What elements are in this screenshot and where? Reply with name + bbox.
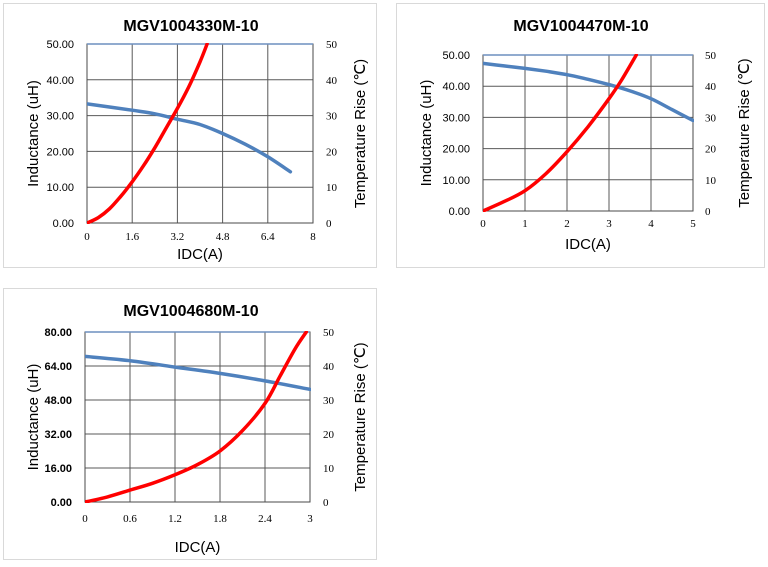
inductance-line	[87, 102, 293, 174]
x-tick-label: 3.2	[171, 231, 185, 243]
y-tick-label: 50.00	[442, 50, 470, 62]
y2-tick-label: 10	[326, 182, 338, 194]
chart-panel-1: MGV1004330M-10 0 1.6 3.2 4.8 6.4 8 0.00 10.00 20.…	[3, 3, 377, 268]
y2-tick-label: 0	[705, 206, 711, 218]
y2-tick-label: 20	[326, 146, 338, 158]
y2-tick-label: 30	[323, 395, 335, 407]
y2-tick-label: 50	[705, 50, 717, 62]
y2-tick-label: 30	[326, 111, 338, 123]
inductance-line	[85, 354, 311, 392]
y-tick-label: 30.00	[442, 112, 470, 124]
y2-tick-label: 0	[326, 218, 332, 230]
x-tick-label: 8	[310, 231, 316, 243]
y2-tick-label: 40	[326, 75, 338, 87]
y-tick-label: 0.00	[51, 497, 72, 509]
y2-tick-label: 0	[323, 497, 329, 509]
y-tick-label: 16.00	[44, 463, 72, 475]
temperature-rise-line	[483, 54, 639, 212]
chart-title: MGV1004470M-10	[513, 18, 648, 35]
y-tick-label: 0.00	[449, 206, 470, 218]
y2-tick-label: 30	[705, 112, 717, 124]
y2-axis-label: Temperature Rise (℃)	[352, 59, 369, 208]
x-axis-label: IDC(A)	[177, 246, 223, 263]
y-axis-label: Inductance (uH)	[25, 364, 42, 471]
y-tick-label: 40.00	[46, 75, 74, 87]
y-tick-label: 40.00	[442, 81, 470, 93]
y-axis-label: Inductance (uH)	[418, 80, 435, 187]
x-tick-label: 2	[564, 218, 570, 230]
chart-panel-3: MGV1004680M-10 0 0.6 1.2 1.8 2.4 3 0.00 16.00 32.…	[3, 288, 377, 560]
y2-axis-label: Temperature Rise (℃)	[352, 342, 369, 491]
x-tick-label: 2.4	[258, 513, 272, 525]
x-tick-label: 4.8	[216, 231, 230, 243]
plot-frame	[84, 331, 311, 503]
y-tick-label: 10.00	[442, 175, 470, 187]
x-tick-label: 3	[307, 513, 313, 525]
chart-svg: MGV1004470M-100 1 2 3 4 50.0010.0020.0030.004…	[418, 18, 753, 253]
x-tick-label: 0	[82, 513, 88, 525]
y2-tick-label: 50	[323, 327, 335, 339]
y-tick-label: 80.00	[44, 327, 72, 339]
x-tick-label: 1	[522, 218, 528, 230]
x-tick-label: 6.4	[261, 231, 275, 243]
x-axis-label: IDC(A)	[565, 236, 611, 253]
inductance-line	[483, 61, 694, 123]
y-tick-label: 10.00	[46, 182, 74, 194]
x-tick-label: 5	[690, 218, 696, 230]
x-tick-label: 0	[84, 231, 90, 243]
x-tick-label: 0.6	[123, 513, 137, 525]
chart-svg: MGV1004680M-10 0 0.6 1.2 1.8 2.4 3 0.00 16.00 32.…	[25, 303, 369, 556]
y2-tick-label: 40	[323, 361, 335, 373]
x-tick-label: 1.2	[168, 513, 182, 525]
y2-tick-label: 20	[705, 144, 717, 156]
y-axis-label: Inductance (uH)	[25, 80, 42, 187]
x-tick-label: 1.6	[125, 231, 139, 243]
chart-panel-2: MGV1004470M-10 0 1 2 3 4 5 0.00 10.00 20.00 30.00 4…	[396, 3, 765, 268]
chart-title: MGV1004330M-10	[123, 18, 258, 35]
x-tick-label: 1.8	[213, 513, 227, 525]
temperature-rise-line	[87, 43, 209, 224]
x-axis-label: IDC(A)	[175, 539, 221, 556]
y-tick-label: 20.00	[442, 144, 470, 156]
temperature-rise-line	[85, 331, 309, 503]
y2-axis-label: Temperature Rise (℃)	[736, 58, 753, 207]
chart-svg: MGV1004330M-10 0 1.6 3.2 4.8 6.4 8 0.00 10.00 20.…	[25, 18, 369, 263]
y-tick-label: 30.00	[46, 111, 74, 123]
y-tick-label: 32.00	[44, 429, 72, 441]
y-tick-label: 50.00	[46, 39, 74, 51]
x-tick-label: 4	[648, 218, 654, 230]
chart-title: MGV1004680M-10	[123, 303, 258, 320]
x-tick-label: 0	[480, 218, 486, 230]
y-tick-label: 64.00	[44, 361, 72, 373]
y-tick-label: 0.00	[53, 218, 74, 230]
y2-tick-label: 10	[323, 463, 335, 475]
y2-tick-label: 10	[705, 175, 717, 187]
y2-tick-label: 40	[705, 81, 717, 93]
x-tick-label: 3	[606, 218, 612, 230]
y2-tick-label: 50	[326, 39, 338, 51]
y-tick-label: 20.00	[46, 146, 74, 158]
y-tick-label: 48.00	[44, 395, 72, 407]
y2-tick-label: 20	[323, 429, 335, 441]
